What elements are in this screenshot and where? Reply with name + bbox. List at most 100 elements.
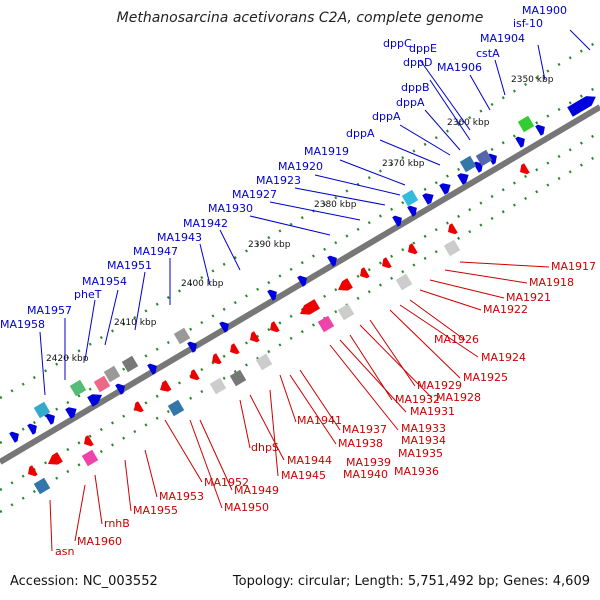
gene-label[interactable]: asn	[55, 545, 74, 558]
gene-label[interactable]: MA1923	[256, 174, 301, 187]
gene-label[interactable]: MA1939	[346, 456, 391, 469]
gene-block-icon[interactable]	[121, 355, 139, 373]
gene-label[interactable]: MA1954	[82, 275, 127, 288]
forward-gene-icon[interactable]	[473, 159, 485, 173]
gene-label[interactable]: MA1943	[157, 231, 202, 244]
gene-label[interactable]: MA1942	[183, 217, 228, 230]
reverse-gene-icon[interactable]	[157, 380, 172, 395]
reverse-gene-icon[interactable]	[227, 343, 240, 357]
gene-label[interactable]: dhpS	[251, 441, 279, 454]
gene-label[interactable]: MA1930	[208, 202, 253, 215]
gene-block-icon[interactable]	[33, 401, 51, 419]
gene-label[interactable]: MA1919	[304, 145, 349, 158]
gene-label[interactable]: dppA	[396, 96, 425, 109]
gene-label[interactable]: MA1934	[401, 434, 446, 447]
gene-block-icon[interactable]	[317, 315, 335, 333]
gene-label[interactable]: MA1904	[480, 32, 525, 45]
gene-block-icon[interactable]	[337, 303, 355, 321]
reverse-gene-icon[interactable]	[131, 401, 144, 415]
forward-gene-icon[interactable]	[407, 203, 419, 217]
gene-label[interactable]: MA1937	[342, 423, 387, 436]
gene-block-icon[interactable]	[459, 155, 477, 173]
forward-gene-icon[interactable]	[392, 213, 404, 227]
gene-label[interactable]: MA1955	[133, 504, 178, 517]
gene-label[interactable]: MA1928	[436, 391, 481, 404]
gene-label[interactable]: MA1918	[529, 276, 574, 289]
gene-label[interactable]: MA1917	[551, 260, 596, 273]
forward-gene-icon[interactable]	[187, 339, 199, 353]
reverse-gene-icon[interactable]	[379, 257, 392, 271]
gene-label[interactable]: pheT	[74, 288, 102, 301]
forward-gene-icon[interactable]	[45, 411, 57, 425]
gene-label[interactable]: MA1944	[287, 454, 332, 467]
gene-block-icon[interactable]	[167, 399, 185, 417]
gene-label[interactable]: MA1929	[417, 379, 462, 392]
gene-block-icon[interactable]	[443, 239, 461, 257]
reverse-gene-icon[interactable]	[335, 278, 353, 295]
gene-label[interactable]: MA1935	[398, 447, 443, 460]
gene-label[interactable]: dppD	[403, 56, 432, 69]
gene-label[interactable]: MA1950	[224, 501, 269, 514]
gene-block-icon[interactable]	[81, 449, 99, 467]
reverse-gene-icon[interactable]	[81, 435, 94, 449]
forward-gene-icon[interactable]	[457, 170, 471, 185]
gene-label[interactable]: isf-10	[513, 17, 543, 30]
forward-gene-icon[interactable]	[567, 92, 598, 117]
gene-label[interactable]: MA1926	[434, 333, 479, 346]
forward-gene-icon[interactable]	[327, 253, 339, 267]
gene-label[interactable]: dppA	[372, 110, 401, 123]
forward-gene-icon[interactable]	[65, 404, 79, 419]
gene-label[interactable]: MA1921	[506, 291, 551, 304]
gene-label[interactable]: MA1958	[0, 318, 45, 331]
gene-label[interactable]: MA1925	[463, 371, 508, 384]
forward-gene-icon[interactable]	[87, 390, 105, 407]
gene-label[interactable]: MA1920	[278, 160, 323, 173]
gene-label[interactable]: dppB	[401, 81, 430, 94]
forward-gene-icon[interactable]	[115, 381, 127, 395]
reverse-gene-icon[interactable]	[25, 465, 38, 479]
forward-gene-icon[interactable]	[9, 429, 21, 443]
gene-label[interactable]: dppE	[409, 42, 437, 55]
gene-block-icon[interactable]	[173, 327, 191, 345]
reverse-gene-icon[interactable]	[517, 163, 530, 177]
forward-gene-icon[interactable]	[27, 421, 39, 435]
gene-label[interactable]: MA1931	[410, 405, 455, 418]
gene-label[interactable]: MA1951	[107, 259, 152, 272]
gene-block-icon[interactable]	[229, 369, 247, 387]
gene-label[interactable]: MA1906	[437, 61, 482, 74]
forward-gene-icon[interactable]	[535, 122, 547, 136]
gene-block-icon[interactable]	[69, 379, 87, 397]
gene-label[interactable]: MA1927	[232, 188, 277, 201]
gene-label[interactable]: MA1952	[204, 476, 249, 489]
forward-gene-icon[interactable]	[219, 319, 231, 333]
reverse-gene-icon[interactable]	[45, 452, 63, 469]
reverse-gene-icon[interactable]	[297, 299, 321, 319]
gene-block-icon[interactable]	[395, 273, 413, 291]
gene-block-icon[interactable]	[255, 353, 273, 371]
gene-label[interactable]: MA1949	[234, 484, 279, 497]
reverse-gene-icon[interactable]	[405, 243, 418, 257]
forward-gene-icon[interactable]	[297, 273, 309, 287]
gene-label[interactable]: MA1938	[338, 437, 383, 450]
gene-label[interactable]: MA1922	[483, 303, 528, 316]
gene-block-icon[interactable]	[93, 375, 111, 393]
gene-label[interactable]: dppC	[383, 37, 412, 50]
gene-label[interactable]: MA1936	[394, 465, 439, 478]
forward-gene-icon[interactable]	[439, 180, 453, 195]
gene-block-icon[interactable]	[401, 189, 419, 207]
gene-block-icon[interactable]	[103, 365, 121, 383]
reverse-gene-icon[interactable]	[187, 369, 200, 383]
gene-label[interactable]: dppA	[346, 127, 375, 140]
gene-label[interactable]: MA1941	[297, 414, 342, 427]
reverse-gene-icon[interactable]	[247, 331, 260, 345]
forward-gene-icon[interactable]	[147, 361, 159, 375]
gene-label[interactable]: rnhB	[104, 517, 130, 530]
gene-label[interactable]: MA1933	[401, 422, 446, 435]
gene-label[interactable]: MA1900	[522, 4, 567, 17]
forward-gene-icon[interactable]	[422, 190, 436, 205]
gene-block-icon[interactable]	[517, 115, 535, 133]
gene-label[interactable]: MA1957	[27, 304, 72, 317]
gene-label[interactable]: MA1932	[395, 393, 440, 406]
reverse-gene-icon[interactable]	[267, 321, 280, 335]
gene-label[interactable]: MA1924	[481, 351, 526, 364]
